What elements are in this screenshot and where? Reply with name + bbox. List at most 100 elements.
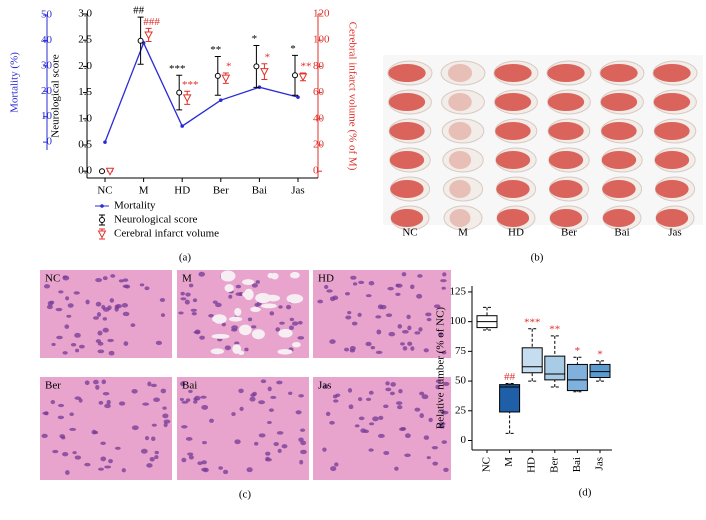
cell-nucleus [151,436,156,441]
tissue-stain [601,151,637,169]
tissue-stain [549,180,583,198]
cell-nucleus [122,311,130,317]
cell-nucleus [184,299,190,305]
cell-nucleus [365,294,372,298]
cell-nucleus [441,440,447,444]
cell-nucleus [218,466,223,470]
cell-nucleus [426,456,431,460]
cell-nucleus [147,381,152,387]
cell-nucleus [201,467,208,472]
cell-nucleus [72,451,77,455]
cell-nucleus [118,279,124,283]
vacuole [242,291,251,298]
cell-nucleus [185,437,193,441]
cell-nucleus [278,305,283,309]
marker [144,31,153,40]
cell-nucleus [440,279,447,283]
cell-nucleus [121,303,129,308]
cell-nucleus [400,427,407,431]
cell-nucleus [160,313,166,318]
box [566,363,588,392]
cell-nucleus [419,391,425,396]
cell-nucleus [122,284,129,288]
cell-nucleus [247,317,253,322]
cell-nucleus [410,284,415,290]
tissue-stain [600,93,638,111]
cell-nucleus [65,470,70,475]
cell-nucleus [288,391,293,395]
tissue-stain [448,151,472,169]
panel-label: (a) [179,252,192,264]
cell-nucleus [235,292,242,296]
cell-nucleus [160,388,167,394]
cell-nucleus [344,291,351,296]
cell-nucleus [441,410,446,414]
tissue-stain [448,93,472,111]
y-tick-label: 25 [455,404,467,416]
cell-nucleus [100,441,106,446]
vacuole [238,324,252,336]
cell-nucleus [102,327,109,333]
cell-nucleus [179,397,184,401]
tissue-stain [602,209,636,227]
cell-nucleus [100,456,107,462]
cell-nucleus [202,441,207,445]
cell-nucleus [395,283,400,288]
cell-nucleus [414,407,421,412]
cell-nucleus [139,283,145,287]
photo-label: HD [508,227,524,239]
cell-nucleus [275,327,281,332]
cell-nucleus [95,384,100,390]
image-label: Bai [182,380,197,392]
cell-nucleus [425,312,432,317]
tissue-stain [547,93,585,111]
y-tick-label: 10 [41,110,53,122]
cell-nucleus [297,320,303,325]
tissue-stain [655,180,689,198]
cell-nucleus [376,329,382,335]
marker [182,94,192,103]
cell-nucleus [297,336,305,340]
cell-nucleus [317,299,324,304]
cell-nucleus [375,315,382,319]
significance-label: *** [524,316,541,328]
y-tick-label: 0 [461,434,467,446]
cell-nucleus [363,429,369,434]
histology-image [177,270,309,358]
cell-nucleus [335,393,341,397]
cell-nucleus [265,451,271,456]
cell-nucleus [121,468,126,473]
cell-nucleus [144,286,150,291]
vacuole [212,314,227,324]
cell-nucleus [118,401,126,406]
significance-label: ** [549,323,560,335]
cell-nucleus [365,341,372,347]
cell-nucleus [64,324,70,329]
x-tick-label: NC [97,185,112,197]
tissue-stain [602,180,636,198]
vacuole [255,293,271,304]
cell-nucleus [267,420,272,425]
y-tick-label: 0.0 [78,165,92,177]
cell-nucleus [51,342,56,347]
cell-nucleus [423,435,430,440]
cell-nucleus [428,417,433,423]
marker [99,217,105,223]
significance-label: * [575,345,581,357]
cell-nucleus [212,300,218,304]
cell-nucleus [106,399,111,405]
significance-label: ## [133,5,145,17]
cell-nucleus [78,344,85,349]
cell-nucleus [357,397,363,402]
cell-nucleus [329,420,335,425]
legend-swatch [100,204,104,208]
cell-nucleus [267,386,272,392]
vacuole [242,279,255,286]
cell-nucleus [47,301,54,307]
cell-nucleus [255,280,260,284]
tissue-stain [548,151,584,169]
y-tick-label: 50 [41,9,53,21]
y-tick-label: 60 [313,86,325,98]
cell-nucleus [197,461,203,466]
cell-nucleus [441,351,447,355]
